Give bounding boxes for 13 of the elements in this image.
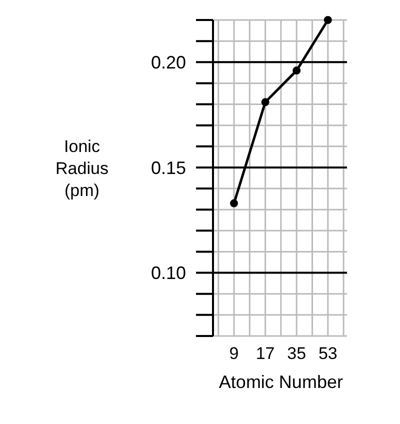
y-tick-label: 0.15 [150, 158, 186, 178]
x-tick-label: 53 [318, 344, 338, 363]
point [230, 199, 238, 208]
point [292, 66, 301, 75]
x-axis-title: Atomic Number [218, 372, 343, 392]
point [261, 98, 270, 106]
y-tick-label: 0.20 [150, 52, 186, 72]
y-tick-label: 0.10 [150, 263, 186, 284]
x-tick-label: 17 [256, 344, 275, 363]
y-axis-title: Ionic Radius (pm) [56, 136, 108, 200]
point [324, 16, 332, 24]
x-tick-label: 35 [287, 344, 306, 363]
x-tick-label: 9 [229, 344, 239, 363]
